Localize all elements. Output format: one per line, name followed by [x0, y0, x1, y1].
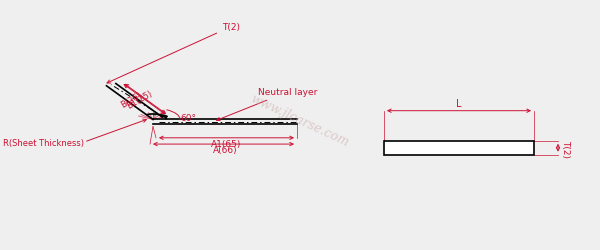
Text: T(2): T(2)	[107, 23, 240, 84]
Text: T(2): T(2)	[561, 139, 570, 157]
Text: B1(25): B1(25)	[125, 88, 154, 110]
Text: www.jlcarse.com: www.jlcarse.com	[248, 92, 352, 148]
Text: B(26): B(26)	[119, 90, 143, 109]
Bar	[384, 141, 534, 155]
Text: A1(65): A1(65)	[211, 140, 242, 148]
Text: L: L	[456, 99, 462, 109]
Text: Neutral layer: Neutral layer	[217, 88, 317, 121]
Text: 60°: 60°	[181, 114, 197, 123]
Text: R(Sheet Thickness): R(Sheet Thickness)	[3, 138, 84, 147]
Text: A(66): A(66)	[212, 146, 238, 155]
